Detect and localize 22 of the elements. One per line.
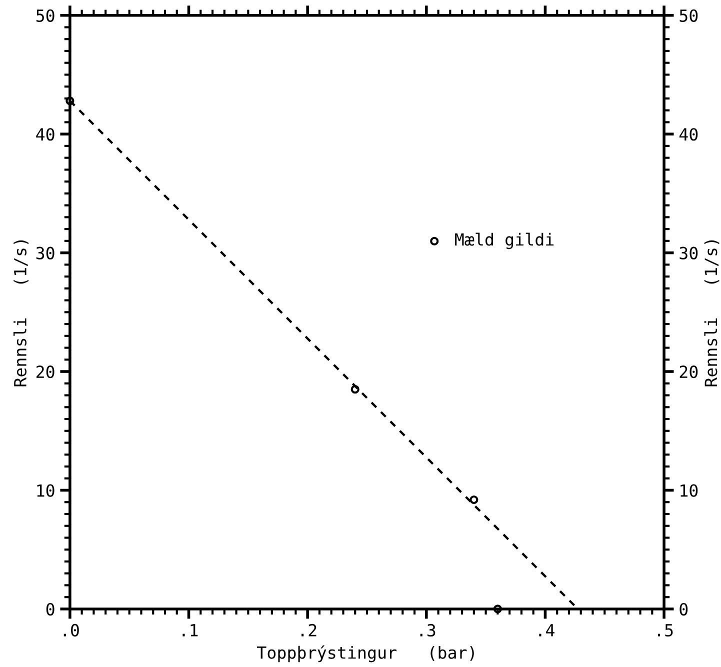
y-tick-label: 10: [37, 484, 54, 497]
y-tick-label: 50: [36, 9, 54, 22]
x-tick-label: .0: [64, 624, 79, 637]
legend-label: Mæld gildi: [455, 232, 554, 250]
x-axis-title: Toppþrýstingur (bar): [257, 645, 474, 662]
y-tick-label: 30: [36, 246, 54, 260]
y2-tick-label: 0: [680, 602, 688, 616]
y2-tick-label: 40: [679, 128, 698, 141]
y2-tick-label: 50: [680, 9, 698, 22]
x-tick-label: .4: [539, 624, 554, 636]
x-tick-label: .1: [182, 624, 198, 636]
y2-tick-label: 30: [680, 246, 698, 260]
x-tick-label: .5: [658, 624, 673, 637]
y2-tick-label: 10: [680, 484, 698, 497]
y-tick-label: 0: [46, 602, 54, 616]
y-tick-label: 20: [36, 366, 54, 378]
y-tick-label: 40: [36, 128, 54, 141]
y2-tick-label: 20: [680, 366, 698, 378]
x-tick-label: .3: [420, 624, 436, 637]
x-tick-label: .2: [302, 624, 316, 636]
y2-axis-title: Rennsli (1/s): [704, 240, 720, 386]
y-axis-title: Rennsli (1/s): [14, 240, 28, 386]
